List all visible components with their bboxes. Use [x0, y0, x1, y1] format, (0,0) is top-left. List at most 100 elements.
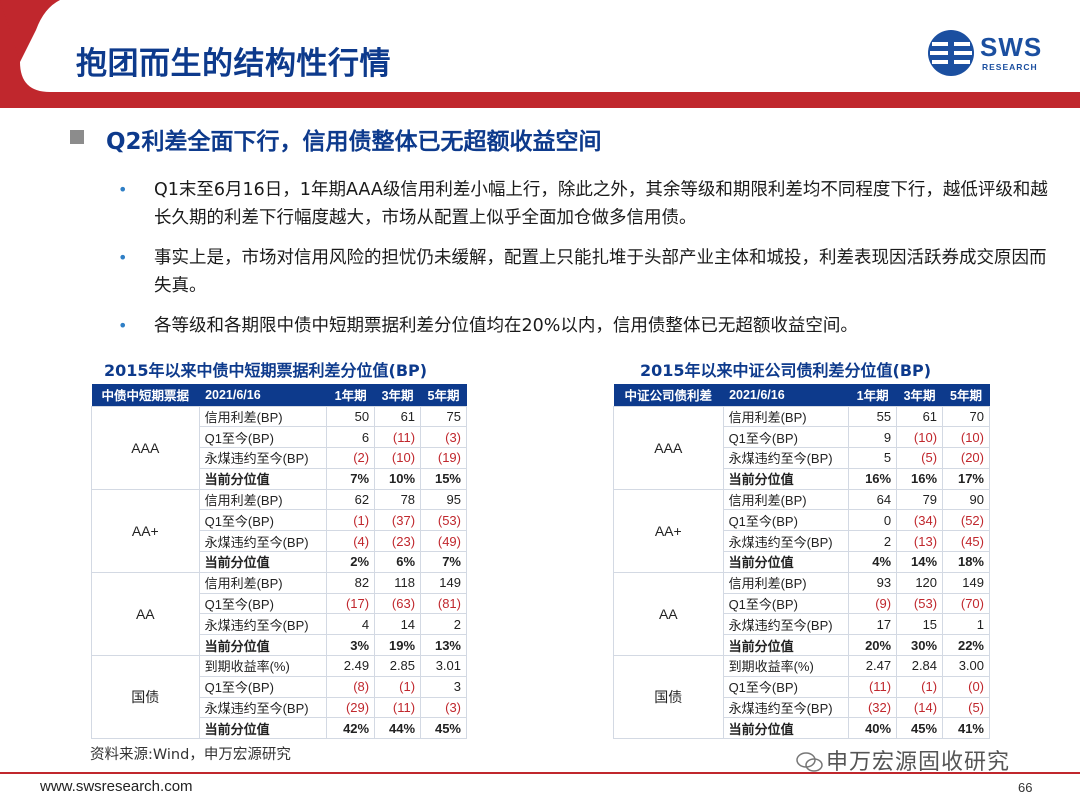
- value-cell: (52): [942, 509, 990, 532]
- row-label-cell: Q1至今(BP): [198, 592, 328, 615]
- table-row: Q1至今(BP) (17) (63) (81): [92, 592, 467, 615]
- value-cell: 64: [848, 488, 898, 511]
- table-row: 当前分位值 42% 44% 45%: [92, 717, 467, 740]
- right-table-title: 2015年以来中证公司债利差分位值(BP): [640, 361, 932, 380]
- row-label-cell: 永煤违约至今(BP): [198, 613, 328, 636]
- bullet-text: 事实上是，市场对信用风险的担忧仍未缓解，配置上只能扎堆于头部产业主体和城投，利差…: [154, 248, 1047, 296]
- value-cell: 16%: [896, 467, 944, 490]
- row-label-cell: 永煤违约至今(BP): [722, 530, 850, 553]
- value-cell: 50: [326, 405, 376, 428]
- value-cell: 79: [896, 488, 944, 511]
- value-cell: 41%: [942, 717, 990, 740]
- row-label-cell: Q1至今(BP): [722, 509, 850, 532]
- row-label-cell: 信用利差(BP): [198, 488, 328, 511]
- row-label-cell: 永煤违约至今(BP): [722, 696, 850, 719]
- value-cell: 120: [896, 571, 944, 594]
- row-label-cell: 永煤违约至今(BP): [198, 447, 328, 469]
- source-note: 资料来源:Wind，申万宏源研究: [90, 747, 291, 763]
- value-cell: 7%: [420, 551, 467, 573]
- table-row: 当前分位值 40% 45% 41%: [614, 717, 990, 740]
- table-header-cell: 5年期: [420, 384, 467, 406]
- value-cell: (37): [374, 509, 422, 532]
- table-row: 永煤违约至今(BP) (32) (14) (5): [614, 696, 990, 719]
- value-cell: 0: [848, 509, 898, 532]
- table-row: Q1至今(BP) (9) (53) (70): [614, 592, 990, 615]
- value-cell: 2.49: [326, 655, 376, 677]
- row-label-cell: Q1至今(BP): [722, 675, 850, 698]
- row-label-cell: 信用利差(BP): [198, 571, 328, 594]
- table-row: 国债 到期收益率(%) 2.49 2.85 3.01: [91, 655, 467, 740]
- wechat-icon: [796, 752, 823, 772]
- table-row: 永煤违约至今(BP) 5 (5) (20): [614, 447, 990, 469]
- grade-cell: AAA: [613, 405, 724, 490]
- value-cell: (3): [420, 696, 467, 719]
- table-row: AA 信用利差(BP) 93 120 149: [613, 571, 990, 657]
- value-cell: (45): [942, 530, 990, 553]
- value-cell: 61: [374, 405, 422, 428]
- value-cell: 70: [942, 405, 990, 428]
- value-cell: (3): [420, 426, 467, 449]
- page-number: 66: [1018, 780, 1033, 795]
- value-cell: 20%: [848, 634, 898, 657]
- dot-bullet-icon: •: [118, 316, 128, 335]
- bullet-text: 各等级和各期限中债中短期票据利差分位值均在20%以内，信用债整体已无超额收益空间…: [154, 316, 858, 336]
- value-cell: (5): [896, 447, 944, 469]
- value-cell: 95: [420, 488, 467, 511]
- grade-cell: AA+: [613, 488, 724, 573]
- value-cell: 10%: [374, 467, 422, 490]
- value-cell: 149: [942, 571, 990, 594]
- table-header-cell: 1年期: [326, 384, 375, 406]
- grade-cell: AA+: [91, 488, 200, 573]
- value-cell: 2.85: [374, 655, 422, 677]
- table-row: AA+ 信用利差(BP) 62 78 95: [91, 488, 467, 573]
- value-cell: 2.47: [848, 655, 898, 677]
- value-cell: 3%: [326, 634, 376, 657]
- row-label-cell: 永煤违约至今(BP): [722, 613, 850, 636]
- value-cell: (10): [374, 447, 422, 469]
- row-label-cell: 当前分位值: [722, 467, 850, 490]
- value-cell: 6%: [374, 551, 422, 573]
- table-row: 当前分位值 7% 10% 15%: [92, 467, 467, 490]
- value-cell: (17): [326, 592, 376, 615]
- value-cell: (63): [374, 592, 422, 615]
- value-cell: 7%: [326, 467, 376, 490]
- table-row: AAA 信用利差(BP) 55 61 70: [613, 405, 990, 490]
- bullet-text: Q1末至6月16日，1年期AAA级信用利差小幅上行，除此之外，其余等级和期限利差…: [154, 180, 1048, 228]
- table-header-row: 中债中短期票据 2021/6/16 1年期 3年期 5年期: [91, 384, 467, 406]
- value-cell: (34): [896, 509, 944, 532]
- value-cell: 55: [848, 405, 898, 428]
- value-cell: 15: [896, 613, 944, 636]
- row-label-cell: Q1至今(BP): [722, 592, 850, 615]
- value-cell: 14%: [896, 551, 944, 573]
- row-label-cell: 当前分位值: [198, 717, 328, 740]
- grade-cell: 国债: [613, 655, 724, 740]
- row-label-cell: 永煤违约至今(BP): [722, 447, 850, 469]
- value-cell: (1): [374, 675, 422, 698]
- value-cell: (1): [326, 509, 376, 532]
- row-label-cell: 当前分位值: [722, 551, 850, 573]
- value-cell: (70): [942, 592, 990, 615]
- value-cell: (53): [420, 509, 467, 532]
- row-label-cell: 到期收益率(%): [198, 655, 328, 677]
- value-cell: (14): [896, 696, 944, 719]
- table-row: Q1至今(BP) 6 (11) (3): [92, 426, 467, 449]
- value-cell: (81): [420, 592, 467, 615]
- value-cell: (5): [942, 696, 990, 719]
- value-cell: (11): [374, 426, 422, 449]
- row-label-cell: Q1至今(BP): [198, 509, 328, 532]
- bullet-list: • Q1末至6月16日，1年期AAA级信用利差小幅上行，除此之外，其余等级和期限…: [118, 176, 1063, 352]
- row-label-cell: Q1至今(BP): [198, 426, 328, 449]
- left-spread-table: 中债中短期票据 2021/6/16 1年期 3年期 5年期 AAA 信用利差(BP) 50 61…: [91, 384, 467, 740]
- logo-wordmark: SWS: [980, 32, 1043, 62]
- value-cell: 4: [326, 613, 376, 636]
- table-row: 永煤违约至今(BP) 17 15 1: [614, 613, 990, 636]
- row-label-cell: 永煤违约至今(BP): [198, 530, 328, 553]
- grade-cell: 国债: [91, 655, 200, 740]
- wechat-account-label: 申万宏源固收研究: [826, 750, 1011, 775]
- row-label-cell: 信用利差(BP): [722, 488, 850, 511]
- value-cell: 2%: [326, 551, 376, 573]
- dot-bullet-icon: •: [118, 248, 128, 267]
- value-cell: 14: [374, 613, 422, 636]
- value-cell: 13%: [420, 634, 467, 657]
- value-cell: (19): [420, 447, 467, 469]
